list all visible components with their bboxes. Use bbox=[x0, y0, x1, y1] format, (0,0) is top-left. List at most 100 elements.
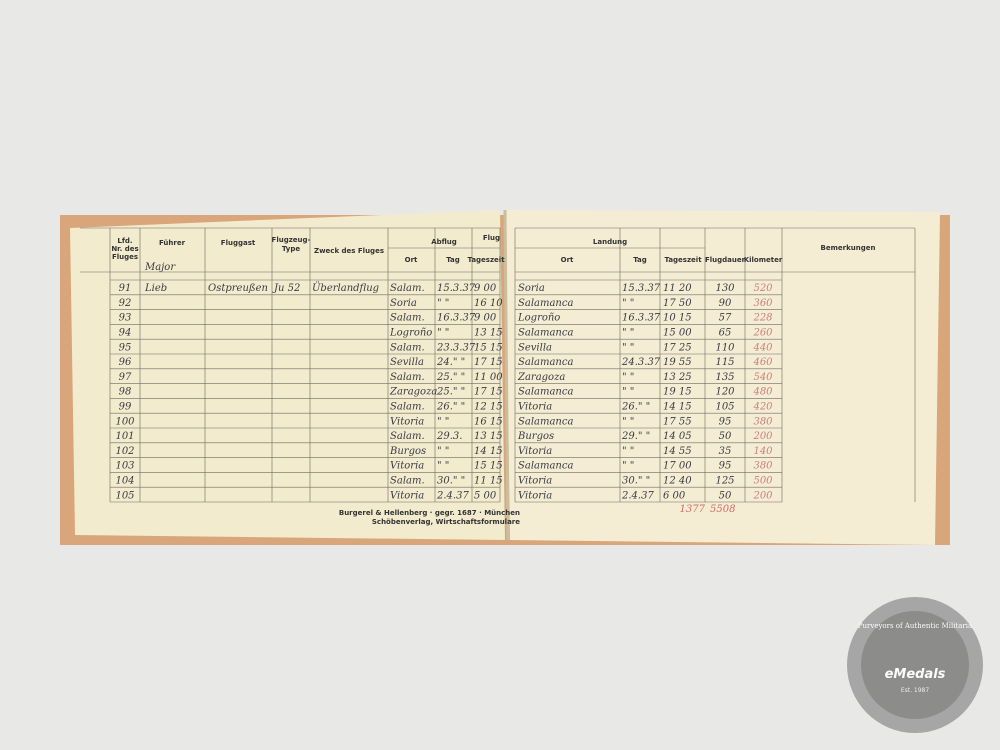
kilometers: 520 bbox=[753, 283, 773, 294]
arr-date: " " bbox=[622, 372, 634, 383]
dep-date: " " bbox=[437, 461, 449, 472]
dep-time: 16 15 bbox=[474, 416, 503, 427]
flight-nr: 99 bbox=[119, 402, 132, 413]
dep-time: 13 15 bbox=[474, 328, 503, 339]
arr-place: Salamanca bbox=[518, 416, 573, 427]
header-zweck: Zweck des Fluges bbox=[314, 247, 384, 255]
header-fuehrer: Führer bbox=[159, 239, 186, 247]
dep-time: 11 15 bbox=[474, 476, 503, 487]
arr-date: 26." " bbox=[621, 402, 650, 413]
arr-place: Salamanca bbox=[518, 357, 573, 368]
kilometers: 200 bbox=[752, 490, 773, 501]
header-zeit: Tageszeit bbox=[664, 256, 702, 264]
arr-date: " " bbox=[622, 387, 634, 398]
kilometers: 228 bbox=[752, 313, 772, 324]
flight-nr: 100 bbox=[115, 416, 135, 427]
arr-time: 19 55 bbox=[663, 357, 692, 368]
arr-time: 14 05 bbox=[663, 431, 692, 442]
flight-nr: 94 bbox=[119, 328, 132, 339]
flight-nr: 93 bbox=[119, 313, 132, 324]
dep-date: 15.3.37 bbox=[437, 283, 476, 294]
dep-time: 14 15 bbox=[474, 446, 503, 457]
dep-date: 2.4.37 bbox=[436, 490, 469, 501]
header-tag: Tag bbox=[446, 256, 460, 264]
duration: 95 bbox=[719, 461, 732, 472]
arr-date: 30." " bbox=[622, 476, 650, 487]
dep-place: Vitoria bbox=[390, 416, 424, 427]
header-bemerkungen: Bemerkungen bbox=[821, 244, 876, 252]
arr-time: 11 20 bbox=[663, 283, 692, 294]
arr-time: 10 15 bbox=[663, 313, 692, 324]
arr-place: Vitoria bbox=[518, 476, 552, 487]
dep-time: 12 15 bbox=[474, 402, 503, 413]
dep-place: Burgos bbox=[389, 446, 426, 457]
arr-place: Soria bbox=[518, 283, 545, 294]
flight-nr: 103 bbox=[115, 461, 134, 472]
arr-date: 16.3.37 bbox=[622, 313, 661, 324]
kilometers: 200 bbox=[752, 431, 773, 442]
arr-place: Vitoria bbox=[518, 490, 552, 501]
arr-date: " " bbox=[622, 461, 634, 472]
kilometers: 260 bbox=[752, 328, 773, 339]
arr-date: " " bbox=[622, 328, 634, 339]
dep-date: 29.3. bbox=[436, 431, 462, 442]
total-km: 5508 bbox=[710, 504, 735, 515]
arr-place: Salamanca bbox=[518, 298, 573, 309]
dep-time: 11 00 bbox=[474, 372, 503, 383]
dep-time: 5 00 bbox=[474, 490, 497, 501]
duration: 50 bbox=[719, 490, 732, 501]
dep-place: Sevilla bbox=[390, 357, 424, 368]
header-ort: Ort bbox=[405, 256, 418, 264]
dep-place: Salam. bbox=[390, 313, 425, 324]
printer-footer: Schöbenverlag, Wirtschaftsformulare bbox=[372, 518, 520, 526]
arr-date: 29." " bbox=[621, 431, 650, 442]
header-ort: Ort bbox=[561, 256, 574, 264]
arr-time: 13 25 bbox=[663, 372, 692, 383]
dep-date: " " bbox=[437, 446, 449, 457]
flight-nr: 96 bbox=[119, 357, 132, 368]
watermark: Purveyors of Authentic Militaria eMedals… bbox=[847, 597, 983, 733]
right-page bbox=[505, 210, 940, 545]
arr-time: 6 00 bbox=[663, 490, 686, 501]
dep-date: 16.3.37 bbox=[437, 313, 476, 324]
arr-time: 14 55 bbox=[663, 446, 692, 457]
motto: Purveyors of Authentic Militaria bbox=[858, 622, 972, 630]
header-nr: Lfd. bbox=[117, 237, 132, 245]
arr-place: Salamanca bbox=[518, 461, 573, 472]
arr-time: 17 55 bbox=[663, 416, 692, 427]
flight-nr: 102 bbox=[115, 446, 134, 457]
passenger: Ostpreußen bbox=[208, 283, 268, 294]
kilometers: 140 bbox=[753, 446, 773, 457]
header-fluggast: Fluggast bbox=[221, 239, 256, 247]
duration: 115 bbox=[715, 357, 734, 368]
dep-place: Soria bbox=[390, 298, 417, 309]
dep-date: 30." " bbox=[437, 476, 465, 487]
dep-time: 17 15 bbox=[474, 387, 503, 398]
duration: 65 bbox=[719, 328, 732, 339]
arr-date: 2.4.37 bbox=[621, 490, 654, 501]
dep-time: 15 15 bbox=[474, 342, 503, 353]
arr-time: 14 15 bbox=[663, 402, 692, 413]
kilometers: 360 bbox=[753, 298, 773, 309]
dep-date: 25." " bbox=[436, 372, 465, 383]
dep-date: " " bbox=[437, 328, 449, 339]
arr-place: Salamanca bbox=[518, 387, 573, 398]
kilometers: 380 bbox=[753, 416, 773, 427]
duration: 35 bbox=[719, 446, 732, 457]
flight-nr: 97 bbox=[119, 372, 132, 383]
arr-place: Salamanca bbox=[518, 328, 573, 339]
arr-place: Logroño bbox=[517, 313, 560, 324]
spine bbox=[503, 209, 510, 541]
kilometers: 500 bbox=[753, 476, 773, 487]
header-landung: Landung bbox=[593, 238, 627, 246]
arr-time: 15 00 bbox=[663, 328, 692, 339]
header-type: Type bbox=[282, 245, 301, 253]
duration: 130 bbox=[715, 283, 735, 294]
duration: 105 bbox=[715, 402, 734, 413]
arr-date: " " bbox=[622, 416, 634, 427]
arr-date: 15.3.37 bbox=[622, 283, 661, 294]
dep-date: 23.3.37 bbox=[436, 342, 476, 353]
dep-date: " " bbox=[437, 298, 449, 309]
